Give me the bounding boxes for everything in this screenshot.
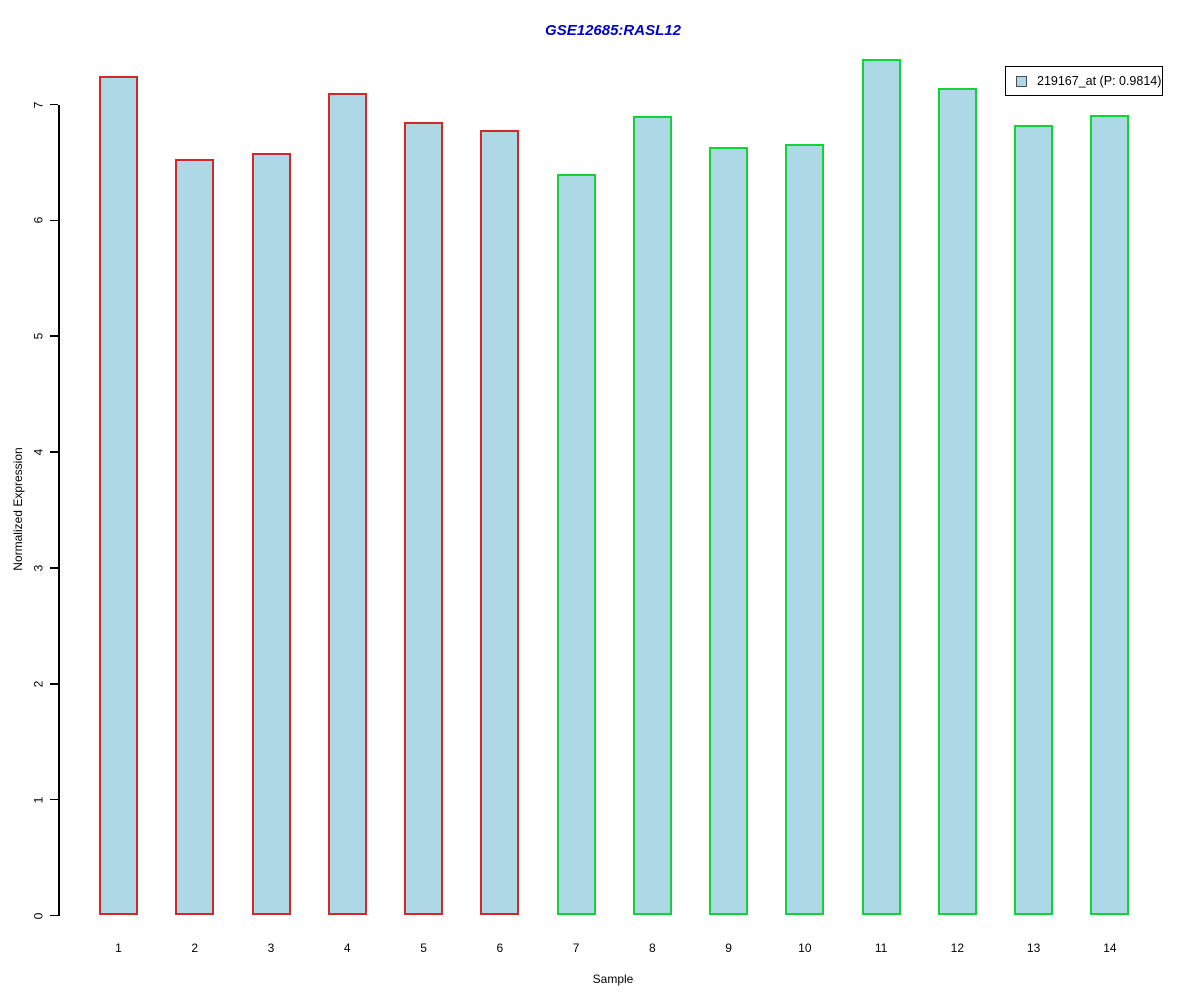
bar-sample-11: [861, 59, 901, 916]
y-tick-text: 6: [31, 217, 45, 224]
y-tick-label-5: 5: [30, 328, 46, 344]
y-tick-text: 0: [31, 912, 45, 919]
y-tick-label-1: 1: [30, 792, 46, 808]
y-tick-text: 3: [31, 564, 45, 572]
x-tick-label-3: 3: [267, 941, 275, 955]
y-tick-label-4: 4: [30, 444, 46, 460]
y-tick-mark-1: [50, 798, 58, 801]
bar-sample-6: [480, 129, 520, 916]
y-tick-text: 1: [31, 796, 45, 803]
bar-sample-9: [709, 147, 749, 916]
y-tick-mark-7: [50, 103, 58, 106]
y-tick-text: 5: [31, 332, 45, 340]
x-tick-label-7: 7: [572, 941, 580, 955]
x-tick-label-13: 13: [1026, 941, 1041, 955]
x-axis-label: Sample: [592, 972, 634, 986]
x-tick-label-14: 14: [1103, 941, 1117, 955]
x-tick-label-8: 8: [648, 941, 656, 955]
legend-label: 219167_at (P: 0.9814): [1037, 74, 1162, 88]
y-tick-label-0: 0: [30, 908, 46, 924]
bar-sample-2: [175, 158, 215, 916]
bar-sample-5: [404, 121, 444, 916]
x-tick-label-12: 12: [950, 941, 965, 955]
y-tick-label-2: 2: [30, 676, 46, 692]
bar-sample-7: [556, 174, 596, 916]
bar-sample-8: [632, 116, 672, 916]
bar-sample-10: [785, 143, 825, 916]
y-axis-line: [58, 104, 60, 916]
bar-sample-12: [937, 88, 977, 916]
y-tick-label-6: 6: [30, 212, 46, 228]
y-tick-text: 7: [31, 101, 45, 108]
y-tick-mark-5: [50, 335, 58, 337]
bar-sample-3: [251, 153, 291, 916]
y-tick-mark-4: [50, 451, 58, 453]
x-tick-label-11: 11: [874, 941, 888, 955]
y-tick-text: 4: [31, 448, 45, 456]
legend-swatch-icon: [1016, 75, 1027, 87]
x-tick-label-4: 4: [343, 941, 351, 955]
chart-title: GSE12685:RASL12: [545, 22, 681, 39]
y-tick-mark-2: [50, 683, 58, 685]
bar-sample-1: [99, 75, 138, 916]
bar-sample-14: [1090, 114, 1130, 916]
y-axis-label: Normalized Expression: [11, 447, 25, 571]
y-tick-mark-3: [50, 567, 58, 569]
y-tick-text: 2: [31, 680, 45, 688]
y-tick-mark-6: [50, 219, 58, 222]
y-tick-mark-0: [50, 914, 58, 917]
x-tick-label-10: 10: [798, 941, 812, 955]
x-tick-label-5: 5: [420, 941, 427, 955]
legend-box: 219167_at (P: 0.9814): [1005, 66, 1163, 96]
x-tick-label-9: 9: [725, 941, 732, 955]
x-tick-label-6: 6: [496, 941, 504, 955]
y-tick-label-3: 3: [30, 560, 46, 576]
y-tick-label-7: 7: [30, 97, 46, 113]
bar-sample-13: [1014, 125, 1054, 916]
bar-sample-4: [327, 92, 367, 916]
x-tick-label-1: 1: [115, 941, 122, 955]
x-tick-label-2: 2: [191, 941, 199, 955]
